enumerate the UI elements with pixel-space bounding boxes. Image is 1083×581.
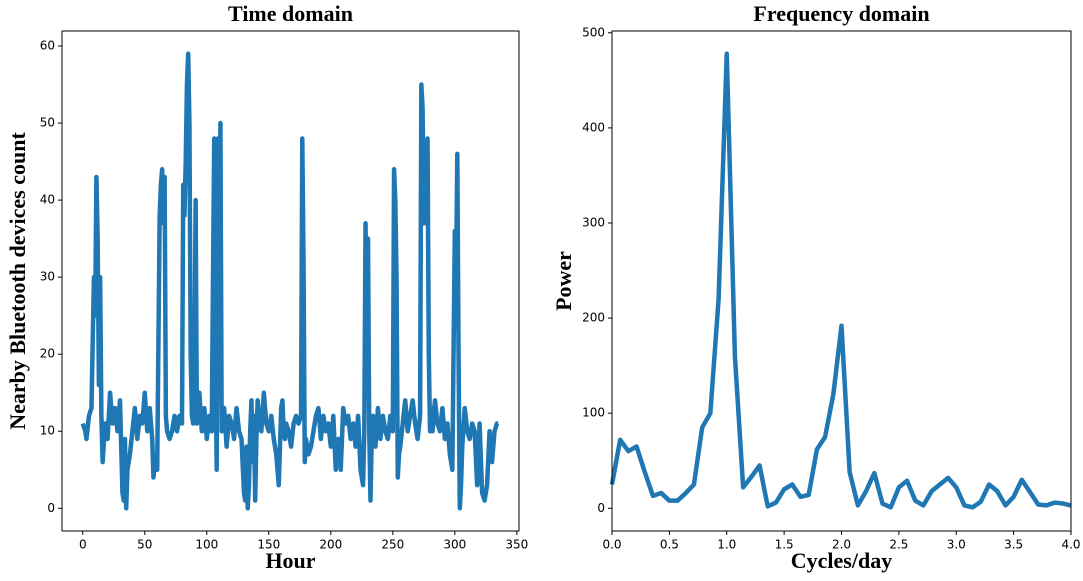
y-axis-label: Nearby Bluetooth devices count (5, 132, 30, 430)
chart-title: Frequency domain (753, 1, 929, 26)
x-tick-label: 250 (381, 538, 404, 552)
chart-title: Time domain (228, 1, 353, 26)
y-tick-label: 20 (40, 347, 55, 361)
y-tick-label: 400 (582, 120, 605, 134)
x-tick-label: 150 (257, 538, 280, 552)
y-tick-label: 200 (582, 311, 605, 325)
x-axis-label: Hour (265, 548, 315, 573)
y-tick-label: 500 (582, 25, 605, 39)
data-line (609, 51, 1072, 510)
y-tick-label: 0 (597, 501, 605, 515)
y-tick-label: 0 (47, 501, 55, 515)
x-tick-label: 50 (137, 538, 152, 552)
y-tick-label: 300 (582, 215, 605, 229)
x-tick-label: 1.0 (717, 538, 736, 552)
plot-frame (611, 30, 1072, 532)
x-tick-label: 1.5 (775, 538, 794, 552)
y-tick-label: 10 (40, 424, 55, 438)
x-tick-label: 100 (195, 538, 218, 552)
plot-frame (61, 30, 520, 532)
x-tick-label: 3.5 (1004, 538, 1023, 552)
x-tick-label: 300 (443, 538, 466, 552)
x-tick-label: 0 (79, 538, 87, 552)
x-tick-label: 2.5 (889, 538, 908, 552)
y-tick-label: 60 (40, 39, 55, 53)
x-tick-label: 2.0 (832, 538, 851, 552)
y-axis-label: Power (551, 251, 576, 311)
data-line (80, 51, 500, 511)
y-tick-label: 40 (40, 193, 55, 207)
y-tick-label: 100 (582, 406, 605, 420)
y-tick-label: 30 (40, 270, 55, 284)
x-tick-label: 3.0 (947, 538, 966, 552)
x-axis-label: Cycles/day (791, 548, 892, 573)
x-tick-label: 0.5 (660, 538, 679, 552)
x-tick-label: 350 (505, 538, 528, 552)
y-tick-label: 50 (40, 116, 55, 130)
x-tick-label: 4.0 (1061, 538, 1080, 552)
x-tick-label: 0.0 (602, 538, 621, 552)
x-tick-label: 200 (319, 538, 342, 552)
